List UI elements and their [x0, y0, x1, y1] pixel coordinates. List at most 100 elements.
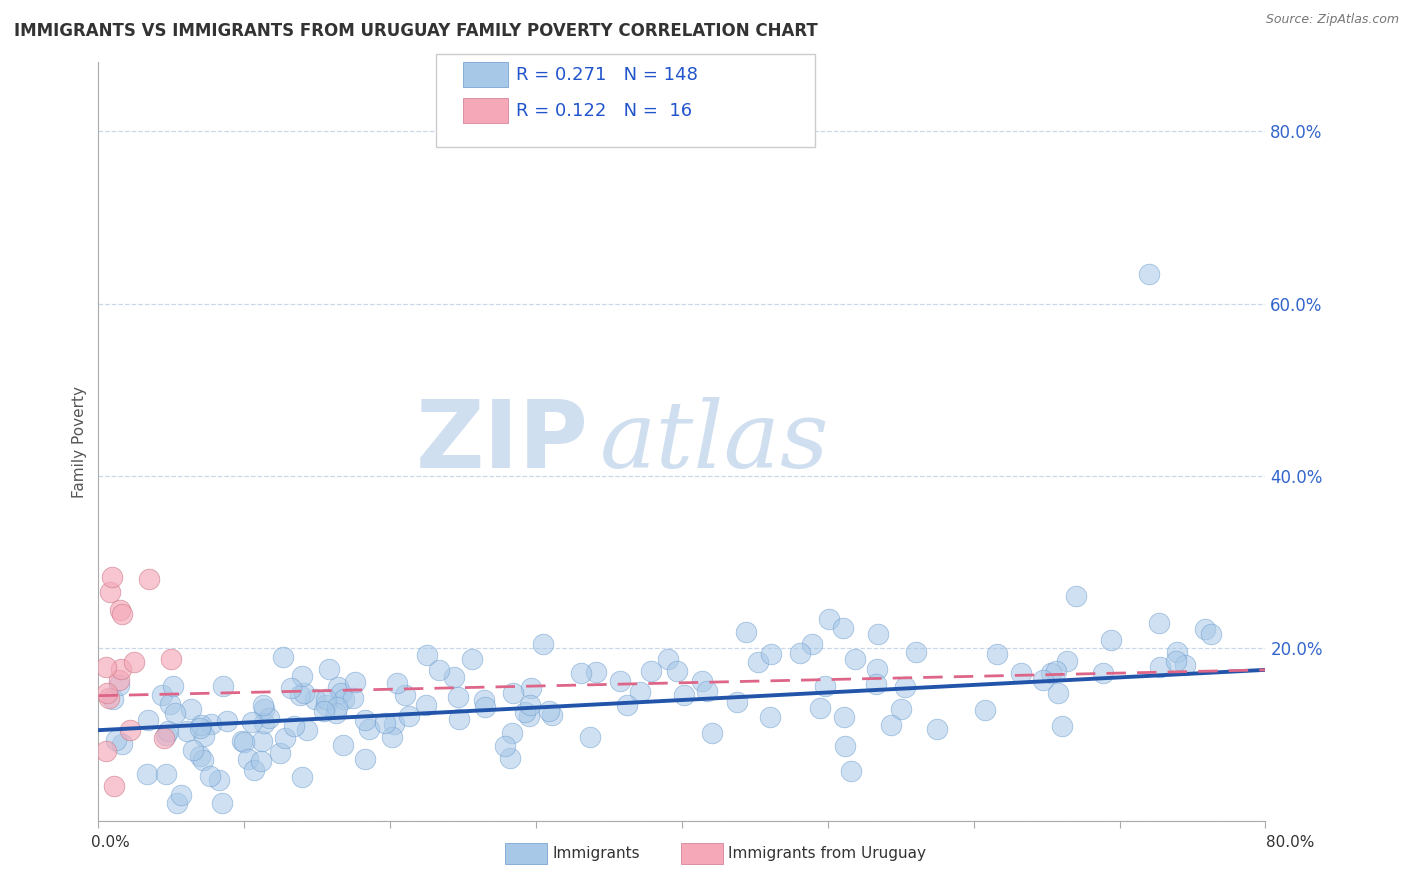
Point: [333, 692, 356, 706]
Point: [166, 797, 188, 811]
Point: [640, 664, 662, 678]
Point: [657, 652, 679, 666]
Point: [1174, 657, 1197, 672]
Point: [531, 637, 554, 651]
Point: [1032, 673, 1054, 687]
Text: 0.0%: 0.0%: [91, 836, 131, 850]
Point: [152, 731, 174, 746]
Point: [832, 621, 855, 635]
Point: [398, 709, 420, 723]
Point: [252, 698, 274, 712]
Point: [354, 713, 377, 727]
Point: [295, 723, 318, 737]
Point: [250, 733, 273, 747]
Point: [271, 650, 294, 665]
Point: [381, 731, 404, 745]
Point: [925, 722, 948, 736]
Point: [240, 714, 263, 729]
Point: [1010, 666, 1032, 681]
Point: [789, 646, 811, 660]
Point: [215, 714, 238, 729]
Point: [839, 764, 862, 779]
Point: [101, 570, 124, 584]
Point: [96, 660, 118, 674]
Point: [176, 724, 198, 739]
Point: [269, 746, 291, 760]
Point: [193, 753, 215, 767]
Point: [280, 681, 302, 696]
Point: [181, 743, 204, 757]
Point: [519, 681, 541, 695]
Point: [1064, 589, 1087, 603]
Point: [494, 739, 516, 754]
Point: [118, 723, 141, 738]
Point: [136, 713, 159, 727]
Text: Immigrants: Immigrants: [553, 847, 640, 861]
Point: [696, 683, 718, 698]
Y-axis label: Family Poverty: Family Poverty: [72, 385, 87, 498]
Point: [156, 724, 179, 739]
Point: [725, 694, 748, 708]
Point: [374, 716, 396, 731]
Point: [193, 729, 215, 743]
Point: [104, 733, 127, 747]
Point: [1056, 654, 1078, 668]
Point: [443, 670, 465, 684]
Point: [616, 698, 638, 713]
Point: [1147, 615, 1170, 630]
Point: [283, 718, 305, 732]
Point: [101, 692, 124, 706]
Point: [1199, 627, 1222, 641]
Text: Immigrants from Uruguay: Immigrants from Uruguay: [728, 847, 927, 861]
Point: [499, 751, 522, 765]
Point: [866, 662, 889, 676]
Point: [1137, 267, 1160, 281]
Point: [628, 685, 651, 699]
Point: [1166, 645, 1188, 659]
Point: [814, 679, 837, 693]
Point: [165, 706, 187, 720]
Point: [519, 698, 541, 712]
Point: [800, 637, 823, 651]
Point: [1050, 719, 1073, 733]
Point: [232, 735, 254, 749]
Point: [329, 686, 352, 700]
Point: [111, 607, 134, 621]
Point: [252, 715, 274, 730]
Point: [1099, 633, 1122, 648]
Text: atlas: atlas: [600, 397, 830, 486]
Point: [447, 712, 470, 726]
Point: [834, 739, 856, 753]
Point: [211, 797, 233, 811]
Point: [1194, 623, 1216, 637]
Point: [1045, 664, 1067, 678]
Point: [844, 652, 866, 666]
Point: [382, 716, 405, 731]
Point: [111, 738, 134, 752]
Point: [502, 686, 524, 700]
Point: [735, 624, 758, 639]
Point: [96, 686, 118, 700]
Point: [474, 700, 496, 714]
Point: [208, 772, 231, 787]
Point: [1040, 666, 1063, 681]
Point: [122, 655, 145, 669]
Point: [315, 698, 337, 712]
Point: [517, 708, 540, 723]
Point: [242, 764, 264, 778]
Point: [180, 701, 202, 715]
Point: [253, 702, 276, 716]
Point: [893, 681, 915, 695]
Point: [1047, 686, 1070, 700]
Point: [198, 769, 221, 783]
Point: [231, 734, 253, 748]
Point: [890, 702, 912, 716]
Point: [387, 676, 409, 690]
Point: [461, 652, 484, 666]
Point: [291, 770, 314, 784]
Point: [188, 749, 211, 764]
Point: [472, 693, 495, 707]
Point: [427, 663, 450, 677]
Point: [107, 673, 129, 688]
Point: [865, 677, 887, 691]
